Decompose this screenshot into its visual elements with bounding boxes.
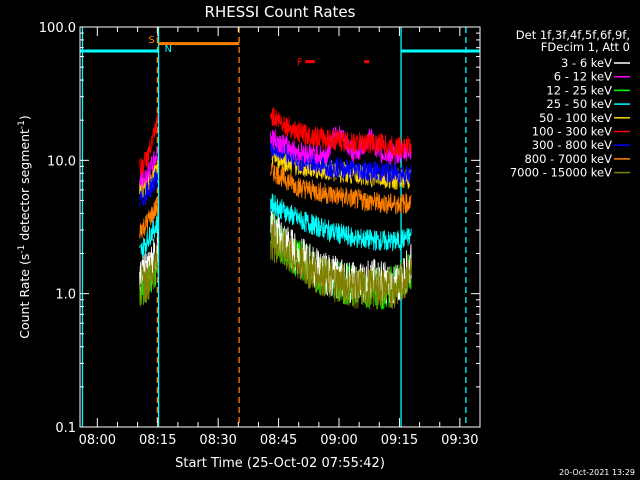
x-tick-label: 08:15 (139, 433, 176, 448)
y-axis-label-part: ) (17, 115, 32, 120)
series-line (139, 195, 159, 239)
legend-label: 300 - 800 keV (532, 138, 612, 152)
series-line (270, 160, 412, 215)
y-tick-label: 1.0 (55, 288, 76, 303)
y-axis-label-part: Count Rate (s (17, 254, 32, 339)
legend-label: 50 - 100 keV (539, 111, 612, 125)
chart-title: RHESSI Count Rates (205, 3, 356, 21)
series-line (270, 219, 412, 310)
x-tick-label: 09:00 (320, 433, 357, 448)
series-line (139, 229, 159, 297)
y-axis-label: Count Rate (s-1 detector segment-1) (17, 115, 32, 339)
plot-area: SN F (80, 27, 480, 427)
legend-label: 25 - 50 keV (546, 97, 612, 111)
y-tick-label: 0.1 (55, 421, 76, 436)
x-tick-label: 08:45 (260, 433, 297, 448)
x-axis: 08:00 08:15 08:30 08:45 09:00 09:15 09:30 (79, 27, 481, 448)
legend-label: 6 - 12 keV (554, 70, 612, 84)
series-line (139, 214, 159, 259)
legend-label: 7000 - 15000 keV (510, 166, 612, 180)
legend-label: 12 - 25 keV (546, 83, 612, 97)
legend-label: 3 - 6 keV (561, 56, 612, 70)
legend-label: 100 - 300 keV (532, 125, 612, 139)
series-line (139, 168, 159, 208)
series-line (270, 106, 412, 158)
x-tick-label: 09:30 (441, 433, 478, 448)
legend-label: 800 - 7000 keV (524, 152, 612, 166)
plot-frame (79, 26, 481, 428)
series-line (270, 138, 412, 185)
x-tick-label: 08:30 (199, 433, 236, 448)
legend: Det 1f,3f,4f,5f,6f,9f, FDecim 1, Att 0 3… (510, 28, 630, 180)
legend-header-line: FDecim 1, Att 0 (541, 40, 630, 54)
y-axis-label-exponent: -1 (17, 120, 27, 129)
series-line (139, 113, 159, 177)
marker-label: S (148, 35, 154, 46)
series-line (139, 243, 159, 307)
legend-header-line: Det 1f,3f,4f,5f,6f,9f, (516, 28, 630, 42)
y-axis-label-part: detector segment (17, 129, 32, 245)
y-axis-label-exponent: -1 (17, 245, 27, 254)
y-tick-label: 10.0 (47, 154, 76, 169)
x-tick-label: 08:00 (79, 433, 116, 448)
x-axis-label: Start Time (25-Oct-02 07:55:42) (175, 456, 385, 471)
series-line (270, 193, 412, 252)
y-axis: 0.1 1.0 10.0 100.0 (39, 21, 480, 436)
footer-date: 20-Oct-2021 13:29 (559, 468, 635, 477)
marker-label: F (297, 58, 303, 69)
x-tick-label: 09:15 (381, 433, 418, 448)
y-tick-label: 100.0 (39, 21, 76, 36)
marker-label: N (165, 44, 172, 55)
